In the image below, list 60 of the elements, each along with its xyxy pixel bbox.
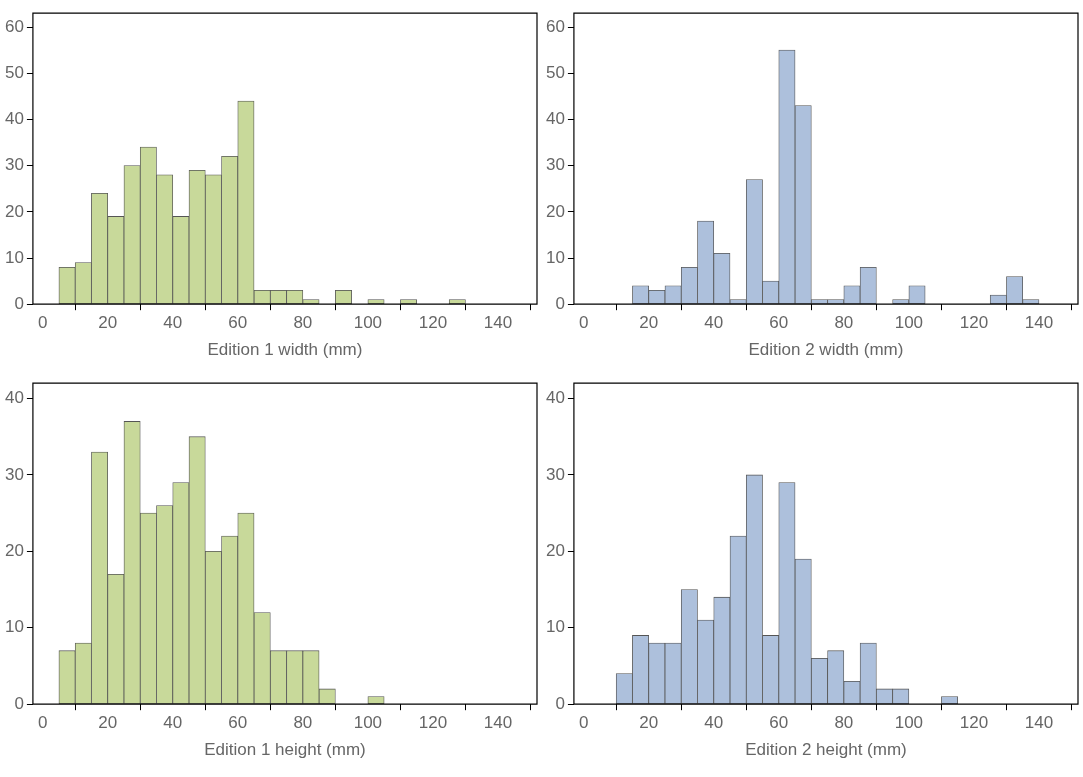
x-tick-label: 140: [1024, 313, 1054, 333]
x-tick-label: 60: [228, 313, 248, 333]
y-tick-label: 60: [545, 16, 565, 36]
x-tick-label: 60: [769, 713, 789, 733]
y-tick-label: 0: [14, 293, 24, 313]
x-tick-label: 20: [98, 313, 118, 333]
y-tick-label: 40: [4, 388, 24, 408]
x-tick-label: 40: [704, 313, 724, 333]
x-tick-label: 40: [704, 713, 724, 733]
y-tick-label: 40: [545, 109, 565, 129]
x-tick-label: 0: [37, 313, 48, 333]
x-tick-label: 60: [228, 713, 248, 733]
x-tick-label: 80: [834, 713, 854, 733]
x-tick-label: 120: [959, 713, 989, 733]
x-tick-label: 20: [639, 713, 659, 733]
y-tick-label: 0: [555, 293, 565, 313]
x-axis-title: Edition 1 height (mm): [204, 740, 366, 760]
x-axis-title: Edition 2 width (mm): [748, 340, 904, 360]
y-tick-label: 60: [4, 16, 24, 36]
y-tick-label: 10: [545, 617, 565, 637]
x-tick-label: 140: [483, 713, 513, 733]
x-tick-label: 40: [163, 313, 183, 333]
x-tick-label: 80: [834, 313, 854, 333]
x-tick-label: 0: [37, 713, 48, 733]
y-tick-label: 30: [4, 155, 24, 175]
x-tick-label: 140: [483, 313, 513, 333]
x-tick-label: 120: [959, 313, 989, 333]
x-tick-label: 20: [639, 313, 659, 333]
y-tick-label: 30: [545, 464, 565, 484]
y-tick-label: 0: [555, 693, 565, 713]
x-tick-label: 100: [353, 713, 383, 733]
x-tick-label: 0: [578, 313, 589, 333]
y-tick-label: 10: [4, 247, 24, 267]
y-tick-label: 30: [4, 464, 24, 484]
y-tick-label: 40: [545, 388, 565, 408]
y-tick-label: 0: [14, 693, 24, 713]
x-tick-label: 140: [1024, 713, 1054, 733]
y-tick-label: 10: [4, 617, 24, 637]
x-tick-label: 80: [293, 713, 313, 733]
x-tick-label: 100: [353, 313, 383, 333]
x-tick-label: 120: [418, 313, 448, 333]
x-tick-label: 100: [894, 713, 924, 733]
y-tick-label: 40: [4, 109, 24, 129]
x-axis-title: Edition 2 height (mm): [745, 740, 907, 760]
y-tick-label: 50: [4, 62, 24, 82]
x-tick-label: 100: [894, 313, 924, 333]
y-tick-label: 20: [4, 201, 24, 221]
x-tick-label: 0: [578, 713, 589, 733]
x-tick-label: 40: [163, 713, 183, 733]
x-tick-label: 120: [418, 713, 448, 733]
y-tick-label: 20: [4, 541, 24, 561]
x-axis-title: Edition 1 width (mm): [207, 340, 363, 360]
y-tick-label: 30: [545, 155, 565, 175]
x-tick-label: 80: [293, 313, 313, 333]
x-tick-label: 60: [769, 313, 789, 333]
y-tick-label: 20: [545, 201, 565, 221]
x-tick-label: 20: [98, 713, 118, 733]
y-tick-label: 50: [545, 62, 565, 82]
y-tick-label: 20: [545, 541, 565, 561]
y-tick-label: 10: [545, 247, 565, 267]
